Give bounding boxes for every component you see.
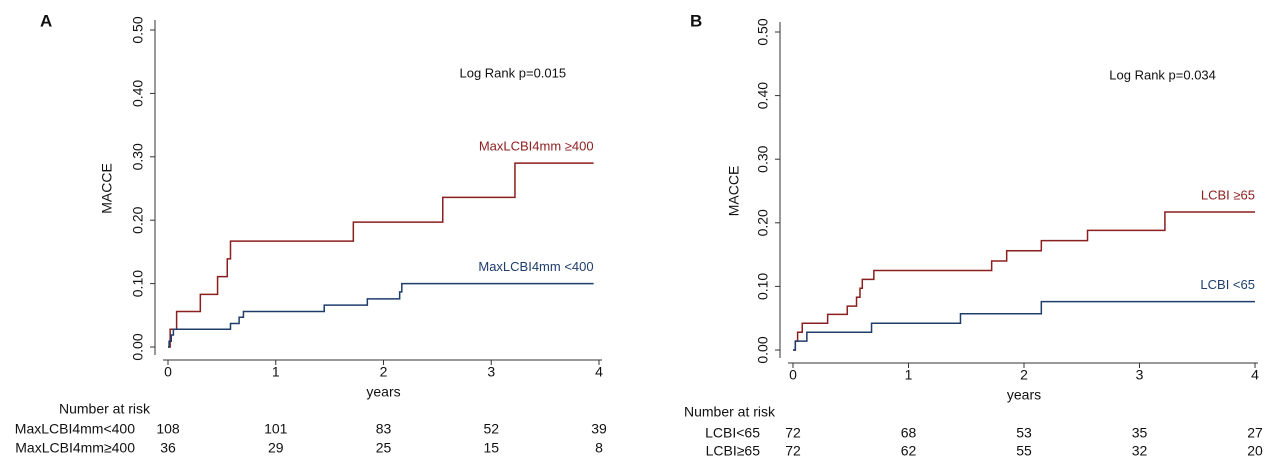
risk-count: 8 <box>595 440 603 456</box>
risk-count: 27 <box>1247 425 1263 441</box>
km-curve <box>793 300 1255 351</box>
km-curve <box>793 211 1255 351</box>
risk-count: 36 <box>160 440 176 456</box>
x-tick-label: 1 <box>905 367 913 383</box>
risk-row-name: MaxLCBI4mm<400 <box>15 421 135 437</box>
y-tick-label: 0.40 <box>755 82 771 109</box>
x-axis-label: years <box>366 384 400 400</box>
y-tick-label: 0.00 <box>130 333 146 360</box>
risk-count: 72 <box>785 443 801 459</box>
risk-count: 39 <box>591 421 607 437</box>
risk-table-title: Number at risk <box>684 404 776 420</box>
y-tick-label: 0.10 <box>755 273 771 300</box>
risk-table-title: Number at risk <box>59 401 151 417</box>
x-axis-label: years <box>1007 387 1041 403</box>
y-tick-label: 0.00 <box>755 336 771 363</box>
risk-count: 35 <box>1132 425 1148 441</box>
x-tick-label: 3 <box>1136 367 1144 383</box>
panel-label: B <box>690 11 702 30</box>
series-label: LCBI <65 <box>1200 277 1255 292</box>
x-tick-label: 4 <box>1251 367 1259 383</box>
y-tick-label: 0.40 <box>130 80 146 107</box>
x-tick-label: 2 <box>1020 367 1028 383</box>
risk-count: 15 <box>483 440 499 456</box>
risk-count: 29 <box>268 440 284 456</box>
x-tick-label: 4 <box>595 364 603 380</box>
x-tick-label: 3 <box>487 364 495 380</box>
risk-count: 52 <box>483 421 499 437</box>
risk-row-name: MaxLCBI4mm≥400 <box>15 440 135 456</box>
series-label: LCBI ≥65 <box>1201 187 1255 202</box>
km-curve <box>168 282 594 348</box>
risk-count: 53 <box>1016 425 1032 441</box>
risk-count: 25 <box>376 440 392 456</box>
risk-count: 62 <box>901 443 917 459</box>
risk-count: 108 <box>156 421 180 437</box>
series-label: MaxLCBI4mm <400 <box>478 259 593 274</box>
y-tick-label: 0.10 <box>130 270 146 297</box>
annotation: Log Rank p=0.034 <box>1109 67 1216 82</box>
risk-row-name: LCBI≥65 <box>706 443 761 459</box>
km-curve <box>168 162 594 348</box>
panel-label: A <box>40 11 52 30</box>
y-tick-label: 0.30 <box>130 143 146 170</box>
y-tick-label: 0.20 <box>755 209 771 236</box>
y-tick-label: 0.20 <box>130 206 146 233</box>
y-tick-label: 0.50 <box>755 18 771 45</box>
x-tick-label: 0 <box>789 367 797 383</box>
x-tick-label: 1 <box>272 364 280 380</box>
risk-count: 72 <box>785 425 801 441</box>
y-tick-label: 0.50 <box>130 16 146 43</box>
risk-row-name: LCBI<65 <box>705 425 760 441</box>
risk-count: 101 <box>264 421 288 437</box>
risk-count: 32 <box>1132 443 1148 459</box>
risk-count: 55 <box>1016 443 1032 459</box>
series-label: MaxLCBI4mm ≥400 <box>479 139 594 154</box>
risk-count: 83 <box>376 421 392 437</box>
y-axis-label: MACCE <box>99 163 115 214</box>
y-axis-label: MACCE <box>726 166 742 217</box>
risk-count: 20 <box>1247 443 1263 459</box>
x-tick-label: 0 <box>164 364 172 380</box>
annotation: Log Rank p=0.015 <box>459 65 566 80</box>
x-tick-label: 2 <box>380 364 388 380</box>
risk-count: 68 <box>901 425 917 441</box>
y-tick-label: 0.30 <box>755 145 771 172</box>
